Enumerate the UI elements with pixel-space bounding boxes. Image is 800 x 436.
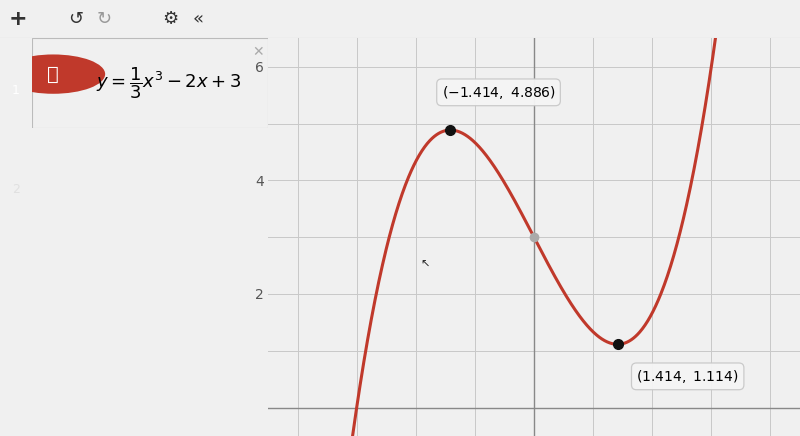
Text: ↖: ↖ [420,259,430,269]
Text: 𝒩: 𝒩 [47,65,59,84]
Text: $(-1.414,\ 4.886)$: $(-1.414,\ 4.886)$ [442,84,555,101]
Text: $(1.414,\ 1.114)$: $(1.414,\ 1.114)$ [636,368,739,385]
Text: ✕: ✕ [253,45,264,59]
Text: ↺: ↺ [69,10,83,28]
Text: 1: 1 [12,84,20,96]
Text: 2: 2 [12,183,20,196]
Text: ⚙: ⚙ [162,10,178,28]
Circle shape [2,54,105,94]
Text: $y = \dfrac{1}{3}x^3 - 2x + 3$: $y = \dfrac{1}{3}x^3 - 2x + 3$ [96,65,242,101]
Text: ↻: ↻ [97,10,111,28]
Text: «: « [193,10,204,28]
Text: +: + [8,9,27,29]
